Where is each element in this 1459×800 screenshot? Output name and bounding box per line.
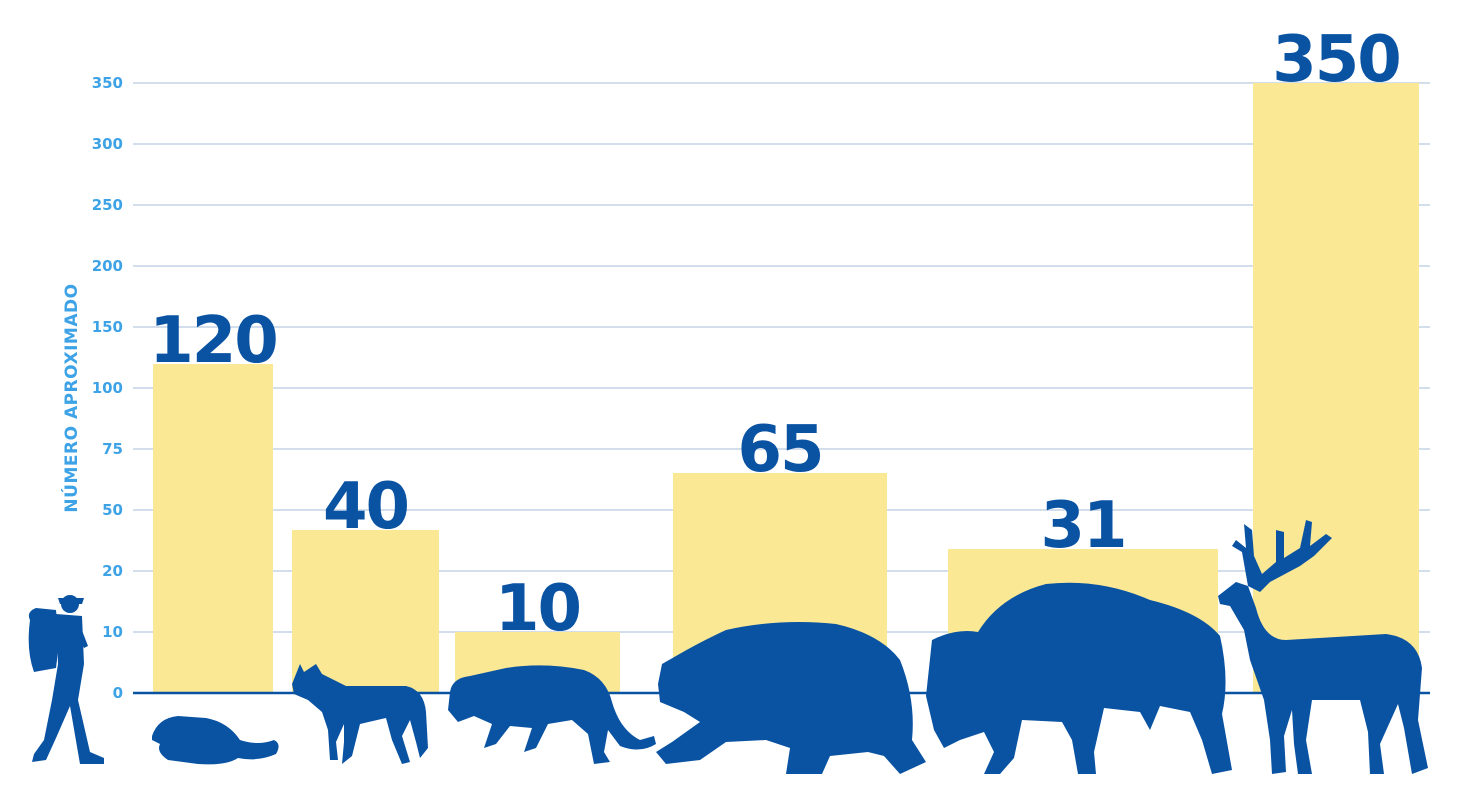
bear-icon: [656, 622, 926, 774]
mountain-lion-icon: [448, 665, 656, 764]
value-label: 40: [323, 470, 408, 544]
hiker-icon: [28, 595, 104, 764]
y-tick-label: 300: [92, 135, 123, 153]
y-tick-label: 150: [92, 318, 123, 336]
bar: [153, 364, 273, 693]
bar: [1253, 83, 1419, 693]
y-tick-label: 100: [92, 379, 123, 397]
beaver-icon: [152, 716, 279, 765]
value-label: 31: [1040, 489, 1125, 563]
value-label: 10: [495, 572, 580, 646]
y-axis-ticks: 0 10 20 50 75 100 150 200 250 300 350: [92, 74, 123, 702]
y-tick-label: 350: [92, 74, 123, 92]
bison-icon: [926, 582, 1232, 774]
wolf-icon: [292, 664, 428, 764]
y-tick-label: 10: [102, 623, 123, 641]
y-tick-label: 50: [102, 501, 123, 519]
value-label: 350: [1272, 23, 1400, 97]
y-tick-label: 0: [113, 684, 123, 702]
y-tick-label: 200: [92, 257, 123, 275]
value-label: 120: [149, 304, 277, 378]
value-labels: 120 40 10 65 31 350: [149, 23, 1402, 646]
elk-icon: [1218, 520, 1428, 774]
y-tick-label: 250: [92, 196, 123, 214]
y-tick-label: 75: [102, 440, 123, 458]
y-tick-label: 20: [102, 562, 123, 580]
value-label: 65: [737, 413, 822, 487]
y-axis-label: NÚMERO APROXIMADO: [60, 283, 82, 512]
